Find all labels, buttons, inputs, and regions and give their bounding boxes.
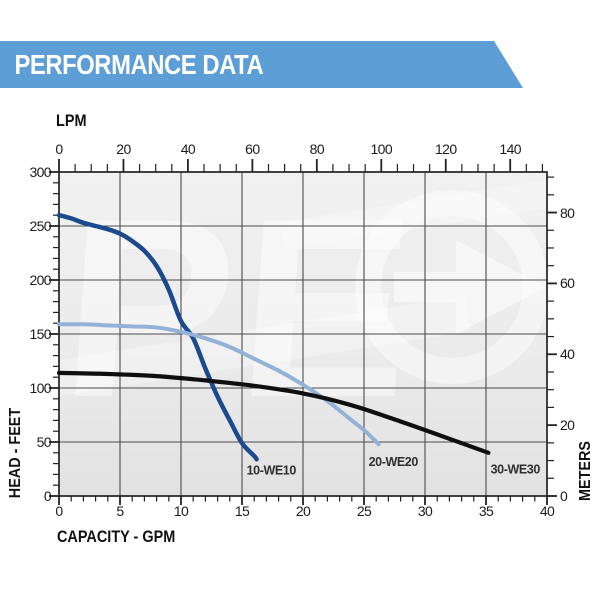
right-axis-tick-label: 20 xyxy=(560,417,575,434)
left-axis-tick-label: 50 xyxy=(36,434,52,450)
bottom-axis-title: CAPACITY - GPM xyxy=(57,527,176,546)
top-axis-tick-label: 40 xyxy=(180,141,196,157)
top-axis-title: LPM xyxy=(56,111,87,130)
left-axis-tick-label: 150 xyxy=(29,326,51,342)
bottom-axis-tick-label: 0 xyxy=(55,503,63,519)
bottom-axis-tick-label: 40 xyxy=(539,503,555,519)
bottom-axis-tick-label: 25 xyxy=(356,503,372,519)
right-axis-tick-label: 80 xyxy=(560,204,575,221)
left-axis-tick-label: 200 xyxy=(29,272,51,288)
top-axis-tick-label: 80 xyxy=(309,141,325,157)
bottom-axis-tick-label: 35 xyxy=(478,503,494,519)
top-axis-tick-label: 60 xyxy=(245,141,260,157)
bottom-axis-tick-label: 30 xyxy=(417,503,433,519)
left-axis-tick-label: 0 xyxy=(43,488,52,504)
right-axis-tick-label: 0 xyxy=(560,488,568,504)
top-axis-tick-label: 20 xyxy=(116,141,131,157)
axis-ticks xyxy=(49,159,557,505)
watermark-arrow-icon xyxy=(394,240,546,334)
bottom-axis-tick-label: 20 xyxy=(295,503,311,519)
top-axis-tick-label: 0 xyxy=(55,141,63,157)
bottom-axis-tick-label: 10 xyxy=(173,503,189,519)
series-label-30-WE30: 30-WE30 xyxy=(491,463,541,477)
right-axis-tick-label: 40 xyxy=(560,346,575,363)
left-axis-tick-label: 250 xyxy=(29,218,51,234)
page-title: PERFORMANCE DATA xyxy=(14,49,264,80)
left-axis-tick-label: 300 xyxy=(29,164,51,180)
top-axis-tick-label: 120 xyxy=(434,141,457,157)
header-banner: PERFORMANCE DATA xyxy=(0,41,523,88)
bottom-axis-tick-label: 15 xyxy=(234,503,250,519)
top-axis-tick-label: 100 xyxy=(370,141,393,157)
series-label-20-WE20: 20-WE20 xyxy=(369,455,419,469)
top-axis-tick-label: 140 xyxy=(499,141,521,157)
bottom-axis-tick-label: 5 xyxy=(116,503,124,519)
right-axis-tick-label: 60 xyxy=(560,275,575,292)
curve-10-WE10 xyxy=(56,212,259,462)
curve-20-WE20 xyxy=(57,322,381,447)
series-label-10-WE10: 10-WE10 xyxy=(247,464,297,478)
curve-30-WE30 xyxy=(56,370,491,455)
left-axis-tick-label: 100 xyxy=(29,380,51,396)
